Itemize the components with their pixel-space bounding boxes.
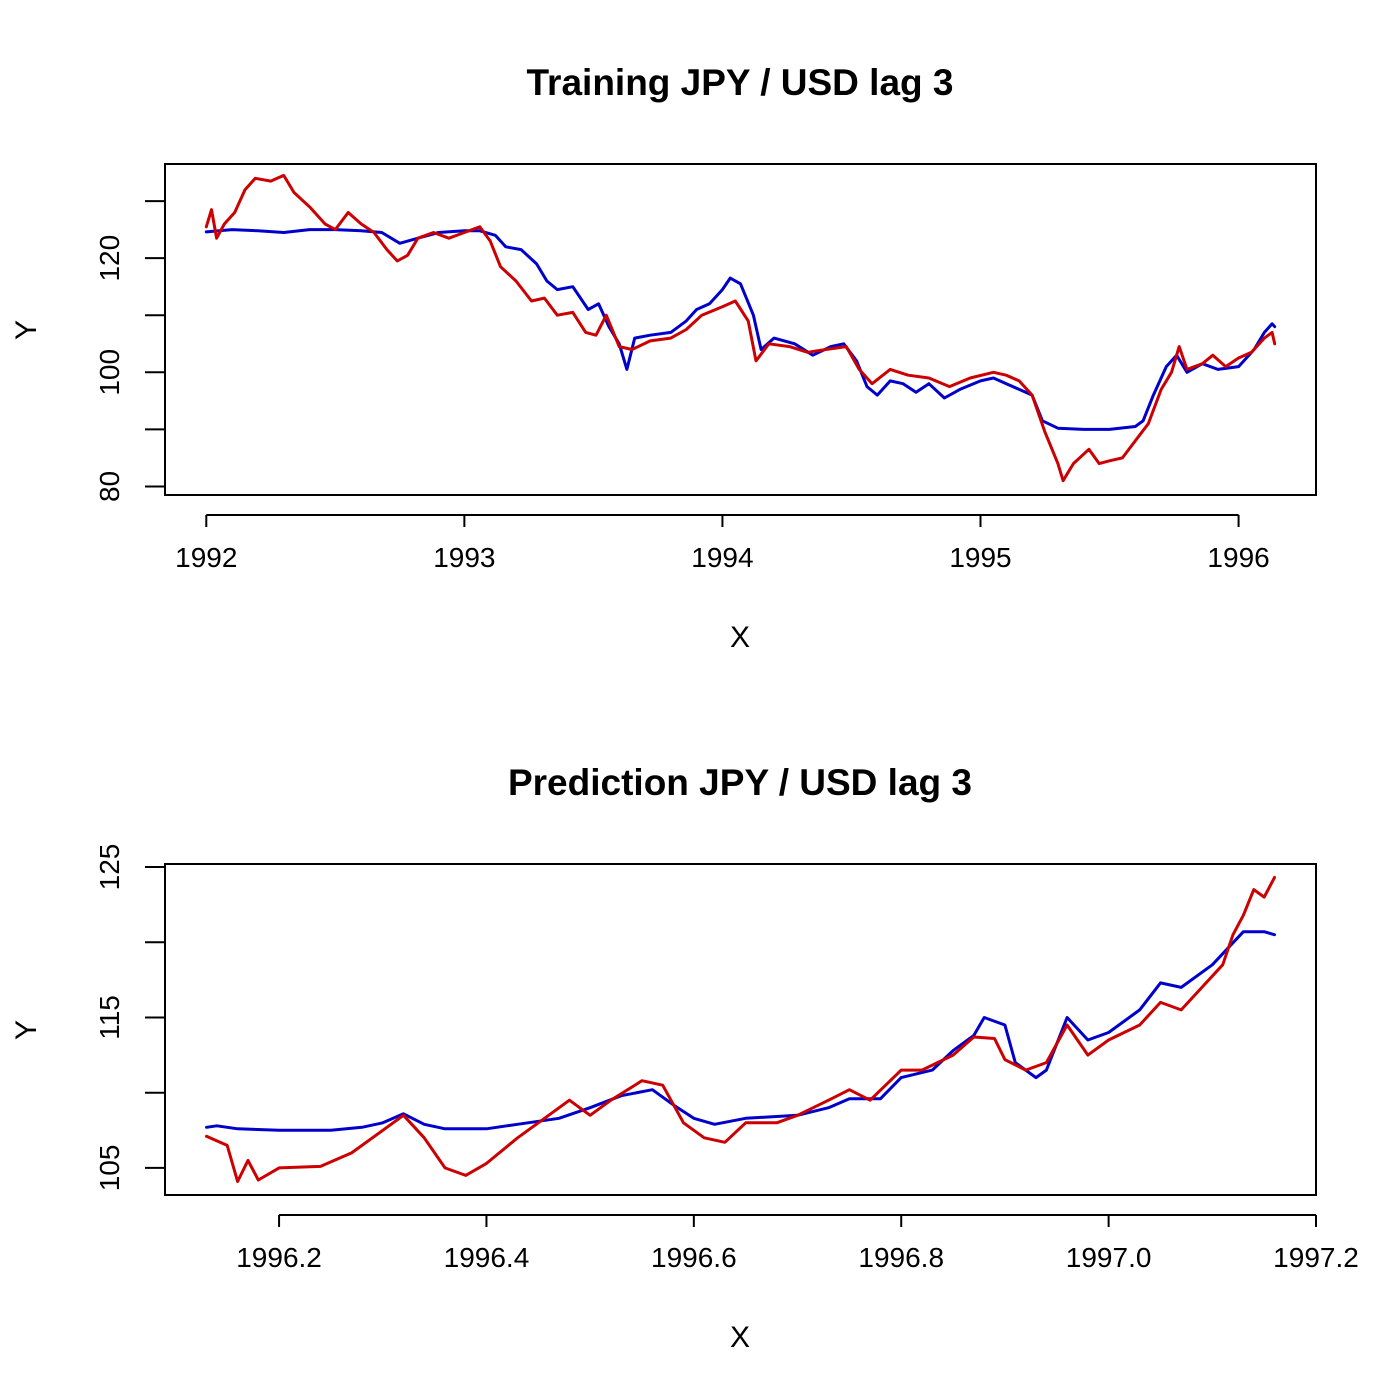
training-x-tick-label: 1995 <box>949 542 1011 573</box>
training-x-tick-label: 1996 <box>1207 542 1269 573</box>
prediction-series-line-1 <box>205 930 1276 1132</box>
prediction-series-group <box>205 876 1276 1183</box>
prediction-y-axis-label: Y <box>10 1020 43 1040</box>
training-y-axis: 80 100 120 <box>94 200 166 502</box>
prediction-y-tick-label: 125 <box>94 844 125 891</box>
training-title: Training JPY / USD lag 3 <box>527 62 954 103</box>
training-x-axis-label: X <box>730 621 750 654</box>
training-x-tick-label: 1992 <box>175 542 237 573</box>
prediction-x-tick-label: 1996.4 <box>444 1242 530 1273</box>
training-y-axis-label: Y <box>10 320 43 340</box>
prediction-y-tick-label: 105 <box>94 1145 125 1192</box>
training-panel: Training JPY / USD lag 3 1992 1993 1994 199… <box>10 62 1317 654</box>
training-x-tick-label: 1993 <box>433 542 495 573</box>
prediction-panel: Prediction JPY / USD lag 3 1996.2 1996.4 1… <box>10 762 1359 1354</box>
prediction-x-axis-label: X <box>730 1321 750 1354</box>
training-series-line-1 <box>204 228 1277 431</box>
training-plot-frame <box>164 163 1317 496</box>
prediction-y-tick-label: 115 <box>94 995 125 1040</box>
prediction-x-tick-label: 1997.2 <box>1273 1242 1359 1273</box>
prediction-x-tick-label: 1996.8 <box>858 1242 944 1273</box>
training-y-tick-label: 80 <box>94 471 125 502</box>
training-x-tick-label: 1994 <box>691 542 753 573</box>
prediction-x-tick-label: 1996.6 <box>651 1242 737 1273</box>
training-series-group <box>204 173 1277 483</box>
prediction-x-axis: 1996.2 1996.4 1996.6 1996.8 1997.0 1997.2 <box>236 1214 1359 1273</box>
training-series-line-2 <box>204 173 1277 483</box>
prediction-y-axis: 105 115 125 <box>94 844 166 1192</box>
training-y-tick-label: 100 <box>94 349 125 396</box>
training-y-tick-label: 120 <box>94 235 125 282</box>
prediction-series-line-2 <box>205 876 1276 1183</box>
prediction-x-tick-label: 1996.2 <box>236 1242 322 1273</box>
prediction-plot-frame <box>164 863 1317 1196</box>
prediction-x-tick-label: 1997.0 <box>1066 1242 1152 1273</box>
training-x-axis: 1992 1993 1994 1995 1996 <box>175 514 1270 573</box>
prediction-title: Prediction JPY / USD lag 3 <box>508 762 972 803</box>
